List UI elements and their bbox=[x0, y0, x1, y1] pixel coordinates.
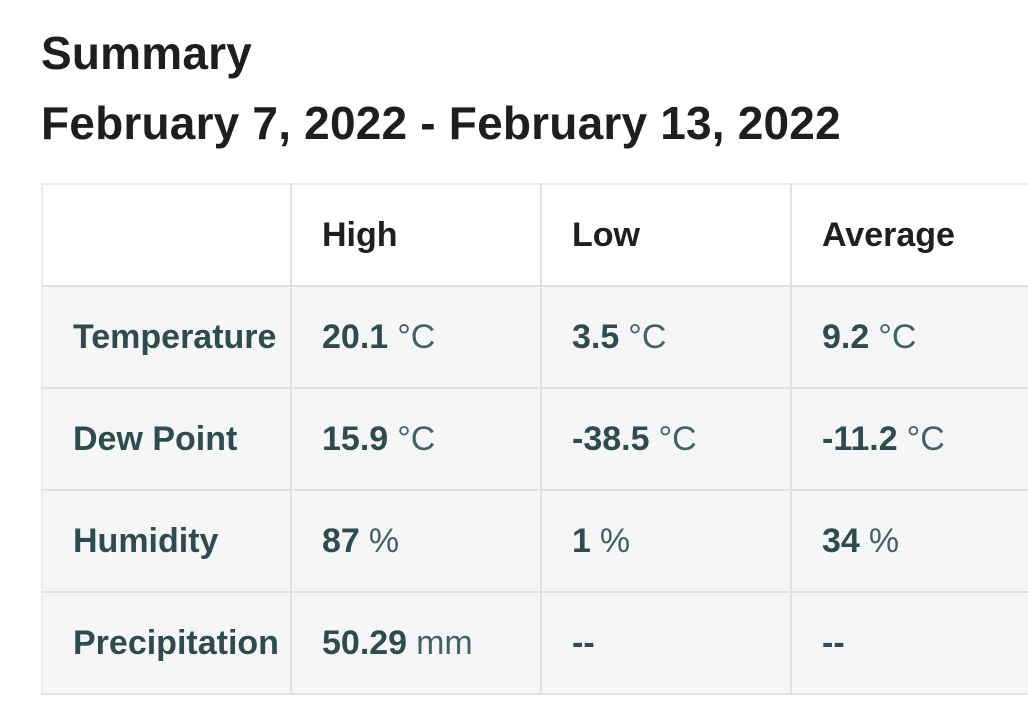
cell-value: 34 bbox=[822, 521, 860, 560]
table-cell-precipitation-low: -- bbox=[541, 592, 792, 695]
table-row-precipitation: Precipitation 50.29 mm -- -- bbox=[42, 592, 1028, 695]
table-cell-temperature-average: 9.2 °C bbox=[791, 286, 1028, 389]
row-label-cell: Humidity bbox=[42, 490, 292, 593]
table-cell-dew-point-low: -38.5 °C bbox=[541, 388, 792, 491]
cell-value: 9.2 bbox=[822, 317, 870, 356]
table-row-temperature: Temperature 20.1 °C 3.5 °C 9.2 °C bbox=[42, 286, 1028, 389]
table-cell-precipitation-high: 50.29 mm bbox=[291, 592, 542, 695]
cell-unit: % bbox=[868, 521, 900, 560]
table-row-dew-point: Dew Point 15.9 °C -38.5 °C -11.2 °C bbox=[42, 388, 1028, 491]
cell-unit: °C bbox=[658, 419, 697, 458]
table-cell-humidity-high: 87% bbox=[291, 490, 542, 593]
column-header-low: Low bbox=[541, 184, 792, 287]
cell-value: -11.2 bbox=[822, 419, 898, 458]
table-cell-dew-point-average: -11.2 °C bbox=[791, 388, 1028, 491]
table-header-row: High Low Average bbox=[42, 184, 1028, 287]
table-cell-temperature-low: 3.5 °C bbox=[541, 286, 792, 389]
cell-value: 3.5 bbox=[572, 317, 620, 356]
cell-unit: °C bbox=[906, 419, 945, 458]
cell-value: -- bbox=[572, 623, 595, 662]
column-header-average: Average bbox=[791, 184, 1028, 287]
table-cell-temperature-high: 20.1 °C bbox=[291, 286, 542, 389]
weather-summary-table: High Low Average Temperature 20.1 °C 3.5 °… bbox=[41, 183, 1028, 695]
row-label: Humidity bbox=[73, 521, 219, 560]
page-title: Summary bbox=[41, 27, 253, 79]
cell-unit: °C bbox=[628, 317, 667, 356]
cell-value: 15.9 bbox=[322, 419, 389, 458]
cell-value: -38.5 bbox=[572, 419, 650, 458]
row-label: Precipitation bbox=[73, 623, 279, 662]
cell-value: 1 bbox=[572, 521, 591, 560]
cell-unit: °C bbox=[397, 317, 436, 356]
table-cell-precipitation-average: -- bbox=[791, 592, 1028, 695]
table-row-humidity: Humidity 87% 1% 34% bbox=[42, 490, 1028, 593]
row-label: Temperature bbox=[73, 317, 277, 356]
column-header-high: High bbox=[291, 184, 542, 287]
cell-unit: % bbox=[368, 521, 400, 560]
cell-unit: % bbox=[599, 521, 631, 560]
cell-value: 20.1 bbox=[322, 317, 389, 356]
cell-unit: °C bbox=[397, 419, 436, 458]
row-label-cell: Dew Point bbox=[42, 388, 292, 491]
table-cell-dew-point-high: 15.9 °C bbox=[291, 388, 542, 491]
table-cell-humidity-low: 1% bbox=[541, 490, 792, 593]
table-cell-humidity-average: 34% bbox=[791, 490, 1028, 593]
column-header-blank bbox=[42, 184, 292, 287]
cell-value: 87 bbox=[322, 521, 360, 560]
cell-unit: mm bbox=[416, 623, 473, 662]
row-label-cell: Precipitation bbox=[42, 592, 292, 695]
summary-section: Summary February 7, 2022 - February 13, … bbox=[41, 27, 1028, 695]
cell-value: 50.29 bbox=[322, 623, 408, 662]
cell-value: -- bbox=[822, 623, 845, 662]
cell-unit: °C bbox=[878, 317, 917, 356]
date-range: February 7, 2022 - February 13, 2022 bbox=[41, 97, 841, 149]
row-label-cell: Temperature bbox=[42, 286, 292, 389]
row-label: Dew Point bbox=[73, 419, 238, 458]
